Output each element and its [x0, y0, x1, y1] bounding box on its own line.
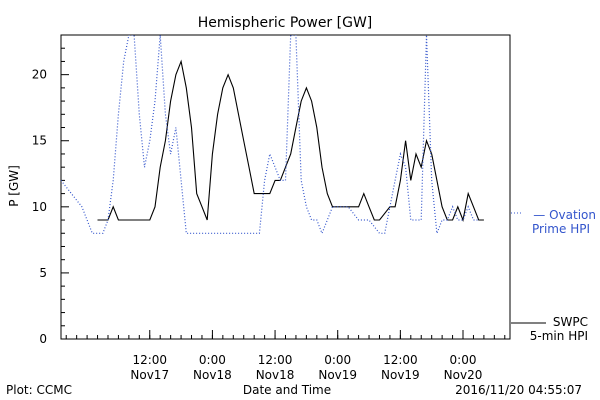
- y-axis-label: P [GW]: [7, 165, 21, 207]
- x-tick-label-time: 12:00: [383, 353, 418, 367]
- x-tick-label-date: Nov18: [193, 368, 232, 382]
- legend-ovation-line1: — Ovation: [533, 208, 596, 222]
- x-tick-label-time: 0:00: [324, 353, 351, 367]
- plot-frame: [60, 34, 511, 340]
- footer-plot-credit: Plot: CCMC: [6, 383, 72, 397]
- chart-title: Hemispheric Power [GW]: [198, 15, 373, 31]
- series-swpc-5min-hpi: [97, 59, 484, 222]
- x-tick-label-date: Nov18: [256, 368, 295, 382]
- y-tick-label: 0: [39, 332, 47, 346]
- x-axis-label: Date and Time: [243, 383, 331, 397]
- x-tick-label-time: 0:00: [199, 353, 226, 367]
- y-tick-label: 10: [32, 200, 47, 214]
- x-tick-label-date: Nov17: [130, 368, 169, 382]
- x-tick-label-date: Nov19: [381, 368, 420, 382]
- footer-timestamp: 2016/11/20 04:55:07: [455, 383, 582, 397]
- legend-swpc-line1: SWPC: [553, 315, 588, 329]
- series-ovation-prime-hpi: [61, 35, 479, 235]
- x-tick-label-date: Nov20: [444, 368, 483, 382]
- x-tick-label-date: Nov19: [318, 368, 357, 382]
- x-tick-label-time: 12:00: [132, 353, 167, 367]
- legend-swpc-line2: 5-min HPI: [530, 329, 588, 343]
- x-tick-label-time: 12:00: [258, 353, 293, 367]
- y-tick-label: 5: [39, 266, 47, 280]
- legend-ovation: — Ovation Prime HPI: [511, 208, 596, 236]
- plot-area: 0510152012:00Nov170:00Nov1812:00Nov180:0…: [32, 34, 511, 382]
- legend-swpc: SWPC 5-min HPI: [511, 315, 588, 343]
- x-tick-label-time: 0:00: [450, 353, 477, 367]
- legend-ovation-line2: Prime HPI: [532, 222, 590, 236]
- y-tick-label: 20: [32, 68, 47, 82]
- y-tick-label: 15: [32, 134, 47, 148]
